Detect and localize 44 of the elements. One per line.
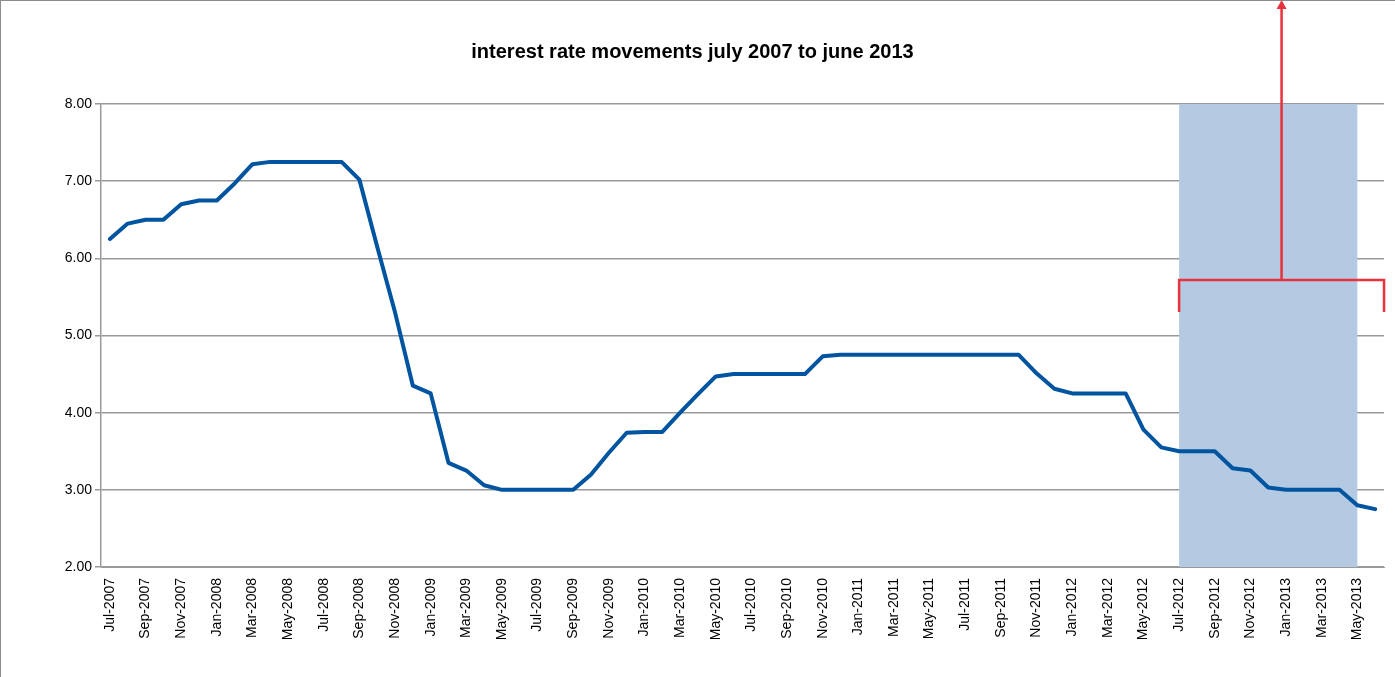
x-tick-label: Mar-2009 [457,577,474,638]
x-tick-label: Jan-2013 [1276,577,1293,637]
x-tick-label: Nov-2007 [172,577,189,639]
y-tick-label: 6.00 [64,249,93,266]
y-tick-label: 5.00 [64,326,93,343]
x-tick-label: Jul-2011 [956,577,973,631]
x-tick-label: May-2010 [706,577,723,641]
x-tick-label: Sep-2012 [1205,577,1222,639]
x-tick-label: Mar-2010 [671,577,688,638]
x-tick-label: Mar-2011 [884,577,901,637]
y-tick-label: 3.00 [64,480,93,497]
x-tick-label: Nov-2010 [813,577,830,639]
x-tick-label: Jan-2012 [1063,577,1080,637]
x-tick-label: Jul-2010 [742,577,759,632]
x-tick-label: Nov-2012 [1241,577,1258,639]
x-tick-label: Jul-2012 [1169,577,1186,632]
x-tick-label: Jan-2011 [849,577,866,636]
y-tick-label: 7.00 [64,172,93,189]
x-tick-label: Sep-2009 [564,577,581,639]
y-tick-label: 4.00 [64,403,93,420]
x-tick-label: May-2012 [1134,577,1151,641]
y-tick-label: 2.00 [64,557,93,574]
x-tick-label: Jul-2009 [528,577,545,632]
x-tick-label: Jan-2010 [635,577,652,637]
x-tick-label: Mar-2008 [243,577,260,638]
x-tick-label: Sep-2010 [777,577,794,639]
x-tick-label: Jan-2009 [421,577,438,637]
x-tick-label: Sep-2007 [136,577,153,639]
x-tick-label: Jan-2008 [207,577,224,637]
x-tick-label: May-2008 [278,577,295,641]
x-tick-label: May-2009 [492,577,509,641]
x-tick-label: Nov-2011 [1027,577,1044,638]
chart-title: interest rate movements july 2007 to june 2013 [471,39,914,62]
x-tick-label: May-2013 [1348,577,1365,641]
x-tick-label: Sep-2011 [991,577,1008,638]
x-tick-label: Nov-2009 [599,577,616,639]
x-tick-label: Jul-2007 [100,577,117,632]
x-tick-label: Mar-2012 [1098,577,1115,638]
x-tick-label: Mar-2013 [1312,577,1329,638]
x-tick-label: May-2011 [920,577,937,640]
x-tick-label: Jul-2008 [314,577,331,632]
x-tick-label: Nov-2008 [385,577,402,639]
y-tick-label: 8.00 [64,94,93,111]
x-tick-label: Sep-2008 [350,577,367,639]
